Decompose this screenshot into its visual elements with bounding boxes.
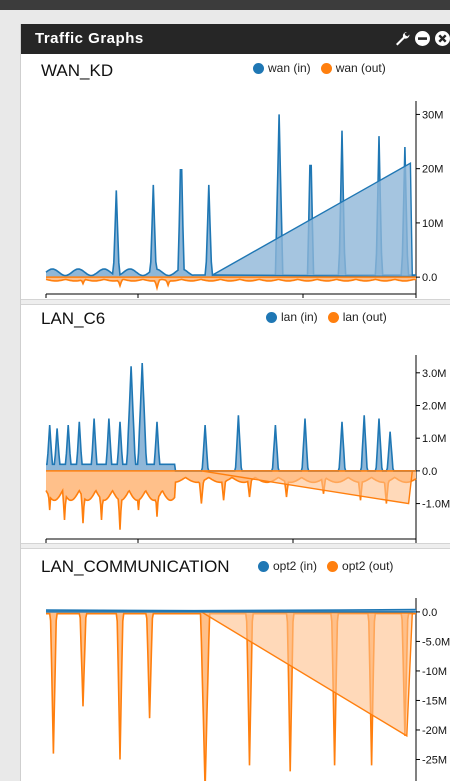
- y-tick-label: -5.0M: [422, 636, 450, 648]
- legend-in-label: opt2 (in): [273, 559, 318, 573]
- y-tick-label: -25M: [422, 754, 447, 766]
- minimize-icon[interactable]: [414, 30, 431, 47]
- series-in-wrap: [211, 162, 417, 278]
- y-tick-label: 2.0M: [422, 401, 446, 413]
- graph-lan-c6: LAN_C6 lan (in) lan (out) 3.0M 2.0M 1.0M 0.…: [21, 305, 450, 543]
- graph-divider: [21, 543, 450, 549]
- legend-in[interactable]: lan (in): [266, 310, 318, 324]
- legend-in-dot: [258, 560, 269, 572]
- graph-wan-kd: WAN_KD wan (in) wan (out) 30M20M10M0.031…: [21, 54, 450, 299]
- wrench-icon[interactable]: [394, 30, 411, 47]
- chart-lan-communication[interactable]: 0.0-5.0M-10M-15M-20M-25M-30M31:1031:4032…: [21, 549, 450, 781]
- legend-out[interactable]: wan (out): [320, 61, 386, 75]
- y-tick-label: 20M: [422, 164, 443, 176]
- legend-out[interactable]: lan (out): [327, 310, 387, 324]
- traffic-graphs-widget: Traffic Graphs WAN_KD wan (in) wan (out)…: [20, 24, 450, 781]
- legend-out[interactable]: opt2 (out): [327, 559, 393, 573]
- series-out-area: [46, 277, 416, 288]
- y-tick-label: 30M: [422, 109, 443, 121]
- legend-in[interactable]: opt2 (in): [258, 559, 317, 573]
- graph-divider: [21, 299, 450, 305]
- chart-lan-c6[interactable]: 3.0M2.0M1.0M0.0-1.0M31:1031:4032:3033:09: [21, 305, 450, 543]
- widget-controls: [394, 30, 450, 47]
- legend-in-label: wan (in): [268, 61, 311, 75]
- series-in-area: [46, 363, 416, 471]
- y-tick-label: 0.0: [422, 607, 437, 619]
- series-out-wrap: [200, 470, 414, 505]
- graph-legend: wan (in) wan (out): [253, 61, 386, 75]
- legend-out-label: opt2 (out): [342, 559, 394, 573]
- legend-in-dot: [266, 311, 277, 323]
- graph-title: WAN_KD: [41, 61, 114, 80]
- widget-header: Traffic Graphs: [21, 24, 450, 54]
- y-tick-label: -1.0M: [422, 499, 450, 511]
- legend-out-dot: [327, 560, 339, 572]
- widget-title: Traffic Graphs: [35, 30, 144, 47]
- y-tick-label: -15M: [422, 695, 447, 707]
- y-tick-label: 0.0: [422, 466, 437, 478]
- graph-title: LAN_C6: [41, 309, 106, 328]
- series-in-line: [46, 362, 416, 472]
- y-tick-label: 10M: [422, 218, 443, 230]
- series-out-area: [46, 611, 416, 781]
- legend-out-dot: [327, 311, 339, 323]
- y-tick-label: 1.0M: [422, 433, 446, 445]
- series-out-wrap: [200, 610, 414, 738]
- legend-out-label: wan (out): [335, 61, 386, 75]
- legend-in[interactable]: wan (in): [253, 61, 311, 75]
- top-navbar: [0, 0, 450, 10]
- y-tick-label: -10M: [422, 666, 447, 678]
- y-tick-label: 3.0M: [422, 368, 446, 380]
- top-strip: [0, 10, 450, 24]
- graph-legend: opt2 (in) opt2 (out): [258, 559, 393, 573]
- series-out-line: [45, 278, 417, 292]
- legend-out-label: lan (out): [342, 310, 387, 324]
- close-icon[interactable]: [434, 30, 450, 47]
- graph-lan-communication: LAN_COMMUNICATION opt2 (in) opt2 (out) 0…: [21, 549, 450, 781]
- y-tick-label: 0.0: [422, 272, 437, 284]
- y-tick-label: -20M: [422, 725, 447, 737]
- legend-in-label: lan (in): [281, 310, 318, 324]
- series-in-line: [45, 608, 417, 612]
- legend-out-dot: [320, 62, 332, 74]
- legend-in-dot: [253, 62, 264, 74]
- graph-title: LAN_COMMUNICATION: [41, 557, 230, 576]
- graph-legend: lan (in) lan (out): [266, 310, 387, 324]
